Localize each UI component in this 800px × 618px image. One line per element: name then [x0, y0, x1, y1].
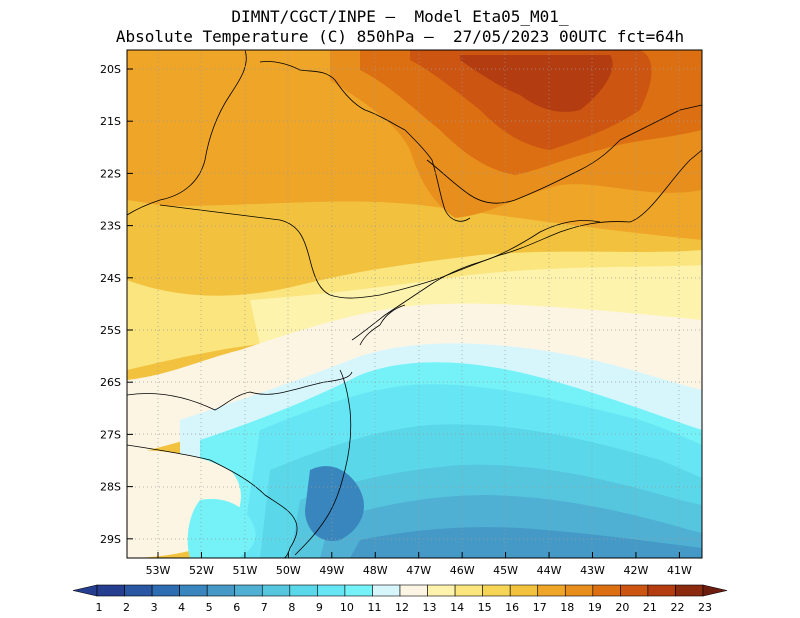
lat-label: 27S [100, 428, 121, 441]
colorbar-label: 11 [367, 601, 381, 614]
temperature-field [127, 50, 702, 558]
lon-label: 43W [580, 564, 605, 577]
lon-label: 52W [189, 564, 214, 577]
map-title-line2: Absolute Temperature (C) 850hPa – 27/05/… [115, 27, 685, 46]
colorbar-label: 12 [395, 601, 409, 614]
colorbar-swatch [564, 584, 594, 597]
colorbar-label: 10 [340, 601, 354, 614]
colorbar-swatch [344, 584, 373, 597]
colorbar-label: 13 [423, 601, 437, 614]
latitude-axis: 20S 21S 22S 23S 24S 25S 26S 27S 28S 29S [100, 63, 133, 546]
lon-label: 45W [493, 564, 518, 577]
colorbar-label: 6 [233, 601, 240, 614]
lat-label: 26S [100, 376, 121, 389]
borders-and-coastline [127, 50, 702, 558]
lon-label: 51W [232, 564, 257, 577]
colorbar-label: 22 [670, 601, 684, 614]
lon-label: 46W [450, 564, 475, 577]
lat-lon-grid [127, 50, 702, 558]
lon-label: 53W [146, 564, 171, 577]
colorbar-swatch [372, 584, 401, 597]
colorbar-swatch [592, 584, 621, 597]
colorbar-right-arrow [702, 584, 728, 597]
colorbar-label: 2 [123, 601, 130, 614]
colorbar-swatch [454, 584, 483, 597]
colorbar-swatch [399, 584, 428, 597]
colorbar-label: 1 [96, 601, 103, 614]
colorbar-swatch [151, 584, 180, 597]
map-frame [126, 49, 703, 559]
lat-label: 28S [100, 481, 121, 494]
colorbar-swatch [509, 584, 539, 597]
colorbar-label: 15 [478, 601, 492, 614]
colorbar-swatch [234, 584, 263, 597]
colorbar-swatch [206, 584, 236, 597]
colorbar-label: 17 [533, 601, 547, 614]
lon-label: 47W [406, 564, 431, 577]
colorbar-swatch [537, 584, 566, 597]
lon-label: 49W [319, 564, 344, 577]
colorbar-label: 3 [151, 601, 158, 614]
colorbar-label: 7 [261, 601, 268, 614]
colorbar-swatch [620, 584, 649, 597]
colorbar-swatch [289, 584, 318, 597]
colorbar-label: 4 [178, 601, 185, 614]
colorbar-swatch [124, 584, 153, 597]
longitude-axis: 53W 52W 51W 50W 49W 48W 47W 46W 45W 44W 43W 42W 41W [146, 552, 692, 577]
colorbar-swatch [96, 584, 125, 597]
map-title-line1: DIMNT/CGCT/INPE – Model Eta05_M01_ [231, 7, 569, 26]
colorbar-swatch [482, 584, 511, 597]
colorbar-swatch [675, 584, 704, 597]
temperature-colorbar: 1 2 3 4 5 6 7 8 9 10 11 12 13 14 15 16 17 18 19 20 21 22 23 [72, 584, 728, 614]
lon-label: 42W [624, 564, 649, 577]
colorbar-label: 20 [615, 601, 629, 614]
lon-label: 50W [276, 564, 301, 577]
lat-label: 24S [100, 272, 121, 285]
colorbar-label: 23 [698, 601, 712, 614]
lat-label: 21S [100, 115, 121, 128]
lat-label: 23S [100, 220, 121, 233]
colorbar-left-arrow [72, 584, 98, 597]
lat-label: 25S [100, 324, 121, 337]
colorbar-label: 21 [643, 601, 657, 614]
lon-label: 48W [363, 564, 388, 577]
colorbar-swatch [261, 584, 291, 597]
lat-label: 22S [100, 167, 121, 180]
colorbar-label: 18 [560, 601, 574, 614]
colorbar-swatch [179, 584, 208, 597]
lat-label: 29S [100, 533, 121, 546]
lon-label: 41W [667, 564, 692, 577]
lon-label: 44W [537, 564, 562, 577]
colorbar-label: 5 [206, 601, 213, 614]
colorbar-label: 9 [316, 601, 323, 614]
colorbar-swatch [427, 584, 456, 597]
colorbar-swatch [317, 584, 346, 597]
colorbar-swatch [647, 584, 676, 597]
colorbar-label: 19 [588, 601, 602, 614]
colorbar-label: 14 [450, 601, 464, 614]
colorbar-label: 16 [505, 601, 519, 614]
colorbar-label: 8 [288, 601, 295, 614]
lat-label: 20S [100, 63, 121, 76]
